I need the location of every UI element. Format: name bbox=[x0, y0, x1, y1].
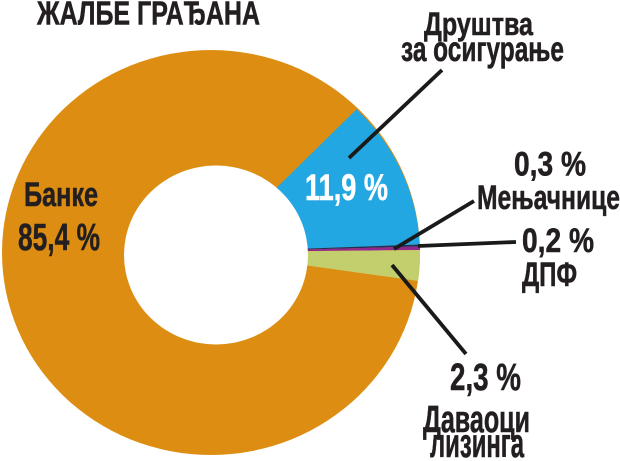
svg-text:0,2 %: 0,2 % bbox=[522, 222, 594, 260]
svg-text:Банке: Банке bbox=[24, 176, 98, 214]
svg-text:за осигурање: за осигурање bbox=[401, 30, 564, 69]
svg-text:Друштва: Друштва bbox=[424, 6, 533, 42]
svg-text:85,4 %: 85,4 % bbox=[18, 217, 100, 259]
svg-text:0,3 %: 0,3 % bbox=[514, 146, 586, 184]
svg-text:Мењачнице: Мењачнице bbox=[477, 179, 620, 217]
svg-text:лизинга: лизинга bbox=[430, 420, 525, 461]
svg-text:Даваоци: Даваоци bbox=[423, 399, 530, 441]
svg-text:ДПФ: ДПФ bbox=[522, 256, 577, 294]
svg-text:2,3 %: 2,3 % bbox=[450, 357, 521, 399]
svg-text:11,9 %: 11,9 % bbox=[305, 167, 388, 208]
svg-text:ЖАЛБЕ ГРАЂАНА: ЖАЛБЕ ГРАЂАНА bbox=[36, 0, 260, 32]
